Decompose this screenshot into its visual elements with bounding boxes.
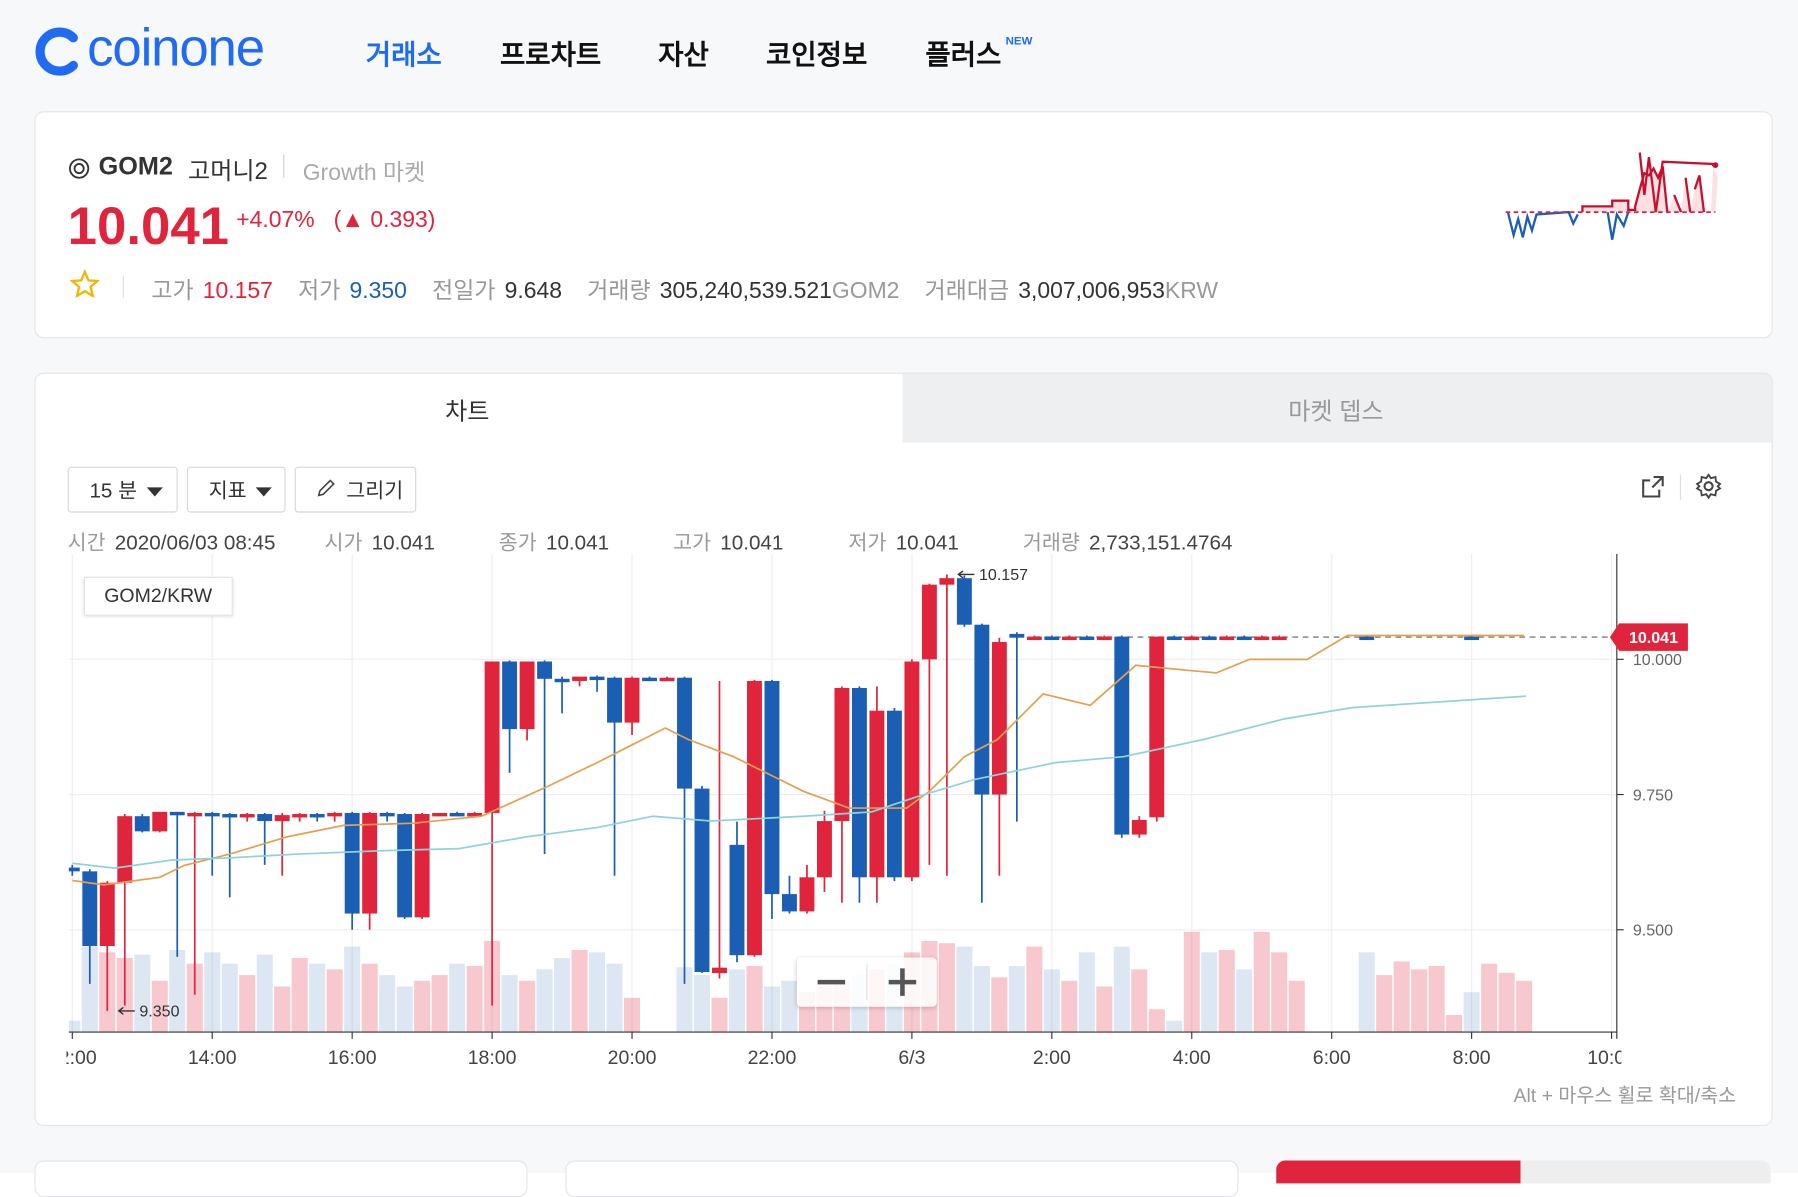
- stat-value: 3,007,006,953: [1018, 278, 1165, 304]
- change: (▲ 0.393): [333, 207, 436, 233]
- market: Growth 마켓: [302, 160, 426, 186]
- stat-value: 9.648: [504, 278, 563, 304]
- symbol: GOM2: [98, 151, 173, 181]
- stat-label: 거래량: [587, 278, 651, 304]
- coin-icon: [69, 158, 90, 179]
- label: 그리기: [346, 479, 404, 503]
- stat-unit: GOM2: [831, 278, 900, 304]
- info-item: 시간 2020/06/03 08:45: [68, 526, 276, 556]
- stat: 거래량 305,240,539.521GOM2: [587, 272, 899, 305]
- stat-label: 거래대금: [924, 278, 1010, 304]
- info-label: 저가: [848, 530, 887, 554]
- info-value: 10.041: [545, 530, 610, 554]
- caret: [146, 487, 163, 497]
- info-item: 고가 10.041: [673, 526, 783, 556]
- stat-value: 10.157: [202, 278, 273, 304]
- nav-item[interactable]: 프로차트: [499, 40, 602, 72]
- logo-icon: [35, 27, 78, 76]
- coin-name: 고머니2: [188, 158, 268, 185]
- draw-button[interactable]: 그리기: [294, 466, 417, 513]
- stat-label: 전일가: [432, 278, 496, 304]
- zoom-controls: [796, 957, 937, 1007]
- change-pct: +4.07%: [236, 207, 315, 233]
- separator: [122, 275, 124, 299]
- interval-button[interactable]: 15 분: [67, 466, 178, 513]
- info-item: 저가 10.041: [849, 526, 959, 556]
- info-label: 시가: [324, 530, 363, 554]
- sparkline: [1505, 152, 1719, 240]
- body: coinone 거래소 프로차트 자산 코인정보 플러스 NEW GOM2 고머…: [34, 17, 1773, 1197]
- zoom-icons: [817, 964, 917, 1000]
- stat: 거래대금 3,007,006,953KRW: [925, 272, 1218, 305]
- info-label: 종가: [498, 530, 537, 554]
- new-badge: NEW: [1005, 35, 1033, 49]
- info-item: 시가 10.041: [325, 526, 435, 556]
- tab[interactable]: 마켓 뎁스: [1288, 399, 1384, 426]
- info-value: 2020/06/03 08:45: [114, 530, 276, 554]
- popout-icon[interactable]: [1640, 474, 1668, 502]
- screen: coinone 거래소 프로차트 자산 코인정보 플러스 NEW GOM2 고머…: [34, 17, 1773, 1197]
- zoom-hint: Alt + 마우스 휠로 확대/축소: [1513, 1084, 1737, 1107]
- stats: 고가 10.157 저가 9.350 전일가 9.648 거래량 305,240,539.52…: [151, 272, 1218, 305]
- separator: [1679, 474, 1682, 500]
- stat: 전일가 9.648: [432, 272, 562, 305]
- nav-item[interactable]: 거래소: [365, 40, 442, 72]
- indicator-button[interactable]: 지표: [186, 466, 286, 513]
- info-value: 2,733,151.4764: [1088, 530, 1233, 554]
- price: 10.041: [67, 196, 229, 256]
- info-label: 고가: [673, 530, 712, 554]
- pair-label: GOM2/KRW: [83, 576, 233, 616]
- info-label: 시간: [67, 530, 106, 554]
- info-value: 10.041: [895, 530, 959, 554]
- stat-label: 고가: [151, 278, 194, 304]
- caret: [255, 487, 272, 497]
- tab-bg: [902, 373, 1772, 443]
- stat-label: 저가: [298, 278, 341, 304]
- separator: [283, 154, 285, 178]
- logo[interactable]: coinone: [87, 17, 265, 77]
- stat: 저가 9.350: [298, 272, 407, 305]
- tab-sell[interactable]: [1520, 1160, 1771, 1184]
- pencil-icon: [317, 479, 335, 497]
- info-value: 10.041: [720, 530, 784, 554]
- info-label: 거래량: [1022, 530, 1080, 554]
- tab-buy[interactable]: [1276, 1160, 1521, 1184]
- nav-item[interactable]: 플러스: [925, 40, 1002, 72]
- info-value: 10.041: [371, 530, 435, 554]
- panel: [34, 1160, 528, 1197]
- info-item: 종가 10.041: [499, 526, 609, 556]
- settings-icon[interactable]: [1695, 472, 1723, 500]
- nav-item[interactable]: 자산: [658, 40, 709, 72]
- panel: [565, 1160, 1239, 1197]
- stat-unit: KRW: [1164, 278, 1219, 304]
- info-item: 거래량 2,733,151.4764: [1023, 526, 1233, 556]
- label: 지표: [208, 479, 247, 503]
- stat: 고가 10.157: [151, 272, 273, 305]
- nav-item[interactable]: 코인정보: [765, 40, 868, 72]
- favorite-star[interactable]: [69, 269, 100, 299]
- page: coinone GOM2 {"nav":{"logo":"coinone","i…: [34, 17, 1773, 1197]
- ticker-card: [34, 111, 1773, 339]
- label: 15 분: [89, 479, 138, 503]
- stat-value: 305,240,539.521: [659, 278, 832, 304]
- stat-value: 9.350: [349, 278, 407, 304]
- tab-active[interactable]: 차트: [445, 399, 490, 426]
